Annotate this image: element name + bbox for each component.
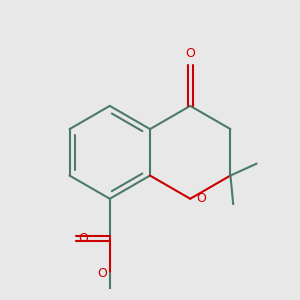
Text: O: O [196,192,206,205]
Text: O: O [79,232,88,245]
Text: O: O [185,47,195,60]
Text: O: O [98,267,107,280]
